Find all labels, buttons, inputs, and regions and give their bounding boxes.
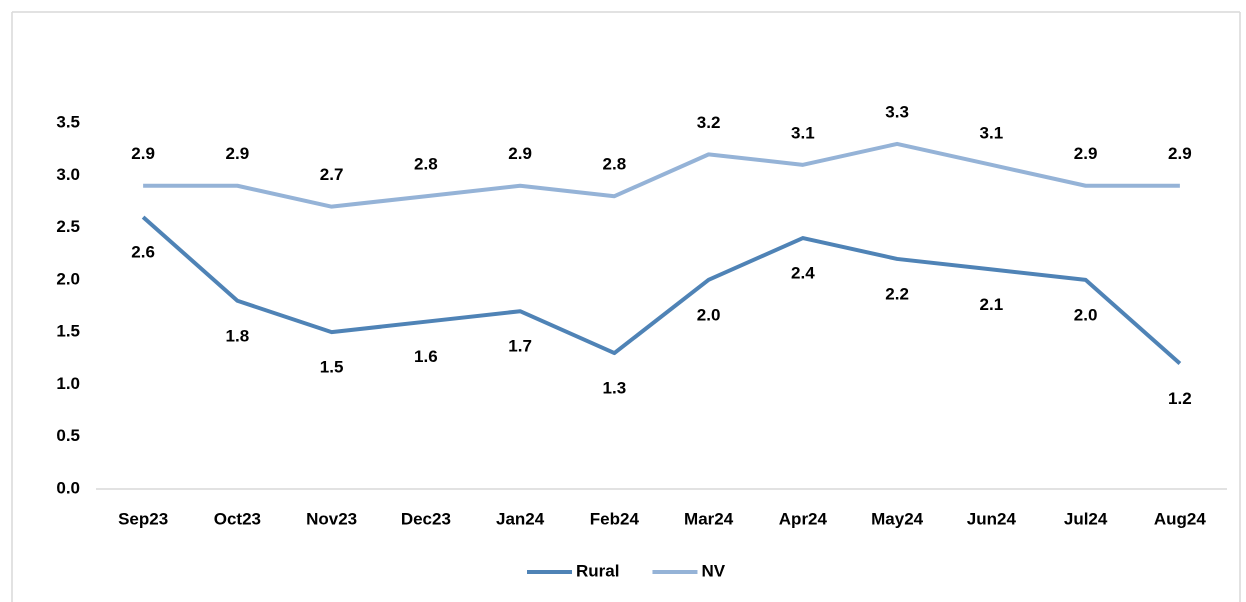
data-label: 2.9 (508, 144, 532, 163)
data-label: 1.8 (226, 326, 250, 345)
x-tick-label: May24 (871, 509, 924, 528)
data-label: 2.8 (603, 155, 627, 174)
x-tick-label: Sep23 (118, 509, 168, 528)
y-tick-label: 3.0 (56, 165, 80, 184)
data-label: 2.9 (226, 144, 250, 163)
x-tick-label: Aug24 (1154, 509, 1207, 528)
data-label: 1.7 (508, 337, 532, 356)
legend-label: Rural (576, 561, 619, 580)
data-label: 3.1 (791, 123, 815, 142)
data-label: 1.6 (414, 347, 438, 366)
data-label: 2.1 (980, 295, 1004, 314)
x-tick-label: Nov23 (306, 509, 357, 528)
x-tick-label: Jan24 (496, 509, 545, 528)
data-label: 2.0 (697, 305, 721, 324)
y-tick-label: 3.5 (56, 112, 80, 131)
y-tick-label: 1.5 (56, 322, 80, 341)
data-label: 2.9 (1074, 144, 1098, 163)
data-label: 2.9 (131, 144, 155, 163)
data-label: 3.1 (980, 123, 1004, 142)
x-tick-label: Feb24 (590, 509, 640, 528)
x-tick-label: Jun24 (967, 509, 1017, 528)
data-label: 3.2 (697, 113, 721, 132)
x-tick-label: Oct23 (214, 509, 261, 528)
y-tick-label: 0.5 (56, 426, 80, 445)
x-tick-label: Apr24 (779, 509, 828, 528)
legend-label: NV (701, 561, 725, 580)
y-tick-label: 1.0 (56, 374, 80, 393)
y-tick-label: 2.0 (56, 269, 80, 288)
data-label: 2.9 (1168, 144, 1192, 163)
x-tick-label: Mar24 (684, 509, 734, 528)
series-line (141, 215, 1182, 366)
data-label: 2.4 (791, 264, 815, 283)
data-label: 2.6 (131, 243, 155, 262)
data-label: 1.3 (603, 379, 627, 398)
y-tick-label: 0.0 (56, 478, 80, 497)
data-label: 3.3 (885, 102, 909, 121)
y-tick-label: 2.5 (56, 217, 80, 236)
series-line (143, 141, 1180, 209)
x-tick-label: Dec23 (401, 509, 451, 528)
data-label: 2.2 (885, 284, 909, 303)
x-tick-label: Jul24 (1064, 509, 1108, 528)
data-label: 2.8 (414, 155, 438, 174)
data-label: 2.0 (1074, 305, 1098, 324)
data-label: 1.2 (1168, 389, 1192, 408)
data-label: 2.7 (320, 165, 344, 184)
data-label: 1.5 (320, 358, 344, 377)
